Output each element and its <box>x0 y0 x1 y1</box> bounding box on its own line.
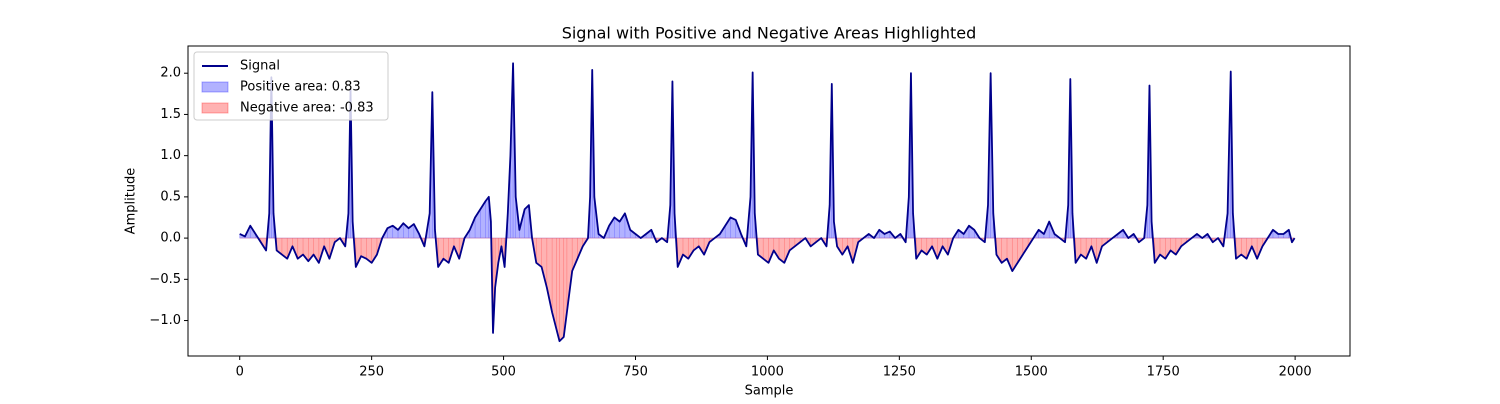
y-tick-label: 1.5 <box>160 107 181 122</box>
y-tick-label: 1.0 <box>160 148 181 163</box>
y-tick-label: 0.0 <box>160 231 181 246</box>
x-tick-label: 2000 <box>1279 365 1312 380</box>
x-tick-label: 250 <box>359 365 384 380</box>
legend-swatch <box>201 81 229 93</box>
signal-line <box>239 62 1296 343</box>
y-tick-label: 2.0 <box>160 66 181 81</box>
plot-frame <box>187 45 1351 357</box>
x-tick-label: 500 <box>491 365 516 380</box>
x-tick-label: 1500 <box>1015 365 1048 380</box>
x-tick-label: 0 <box>236 365 244 380</box>
legend-label: Signal <box>240 59 280 74</box>
positive-area <box>239 63 1295 239</box>
x-axis-label: Sample <box>745 384 794 399</box>
negative-area <box>239 237 1296 342</box>
legend-label: Negative area: -0.83 <box>240 101 374 116</box>
y-tick-label: 0.5 <box>160 189 181 204</box>
y-axis-label: Amplitude <box>124 168 139 235</box>
legend-label: Positive area: 0.83 <box>240 80 361 95</box>
x-tick-label: 1750 <box>1147 365 1180 380</box>
x-tick-label: 1250 <box>883 365 916 380</box>
legend-box <box>193 51 389 121</box>
x-tick-label: 1000 <box>751 365 784 380</box>
y-tick-label: −1.0 <box>149 313 181 328</box>
legend-swatch <box>201 102 229 114</box>
x-tick-label: 750 <box>623 365 648 380</box>
chart-title: Signal with Positive and Negative Areas … <box>562 24 977 43</box>
y-tick-label: −0.5 <box>149 272 181 287</box>
